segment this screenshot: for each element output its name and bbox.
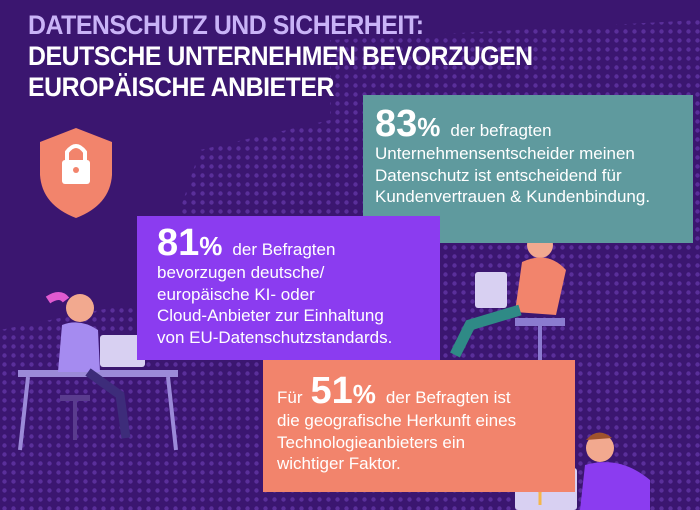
stat-text: der Befragten (232, 240, 336, 259)
stat-unit: % (352, 379, 376, 409)
stat-text: Unternehmensentscheider meinen (375, 144, 635, 163)
title-line: DEUTSCHE UNTERNEHMEN BEVORZUGEN (28, 41, 533, 71)
stat-text: Cloud-Anbieter zur Einhaltung (157, 306, 384, 325)
stat-text: der befragten (450, 121, 552, 140)
stat-box: 81% der Befragten bevorzugen deutsche/ eu… (137, 216, 440, 360)
stat-number: 51 (310, 370, 353, 412)
person-left (18, 292, 178, 451)
person-middle (450, 230, 566, 362)
stat-text: europäische KI- oder (157, 284, 315, 304)
stat-unit: % (199, 231, 223, 261)
stat-text: Datenschutz ist entscheidend für (375, 165, 622, 185)
stat-text: wichtiger Faktor. (277, 454, 401, 473)
stat-text: Kundenvertrauen & Kundenbindung. (375, 187, 651, 206)
stat-text: der Befragten ist (385, 388, 511, 407)
stat-number: 81 (157, 222, 200, 264)
stat-unit: % (417, 112, 441, 142)
stat-box: Für 51% der Befragten ist die geografische… (263, 360, 575, 492)
stat-text: Technologieanbieters ein (277, 432, 466, 452)
title-line: EUROPÄISCHE ANBIETER (28, 72, 334, 102)
title: DATENSCHUTZ UND SICHERHEIT: DEUTSCHE UNT… (28, 10, 533, 103)
shield-icon (40, 128, 112, 218)
stat-text: bevorzugen deutsche/ (157, 263, 325, 282)
stat-prefix: Für (277, 388, 303, 407)
stat-text: die geografische Herkunft eines (277, 411, 517, 430)
stat-text: von EU-Datenschutzstandards. (157, 327, 393, 347)
title-line: DATENSCHUTZ UND SICHERHEIT: (28, 10, 424, 40)
stat-number: 83 (375, 103, 418, 145)
